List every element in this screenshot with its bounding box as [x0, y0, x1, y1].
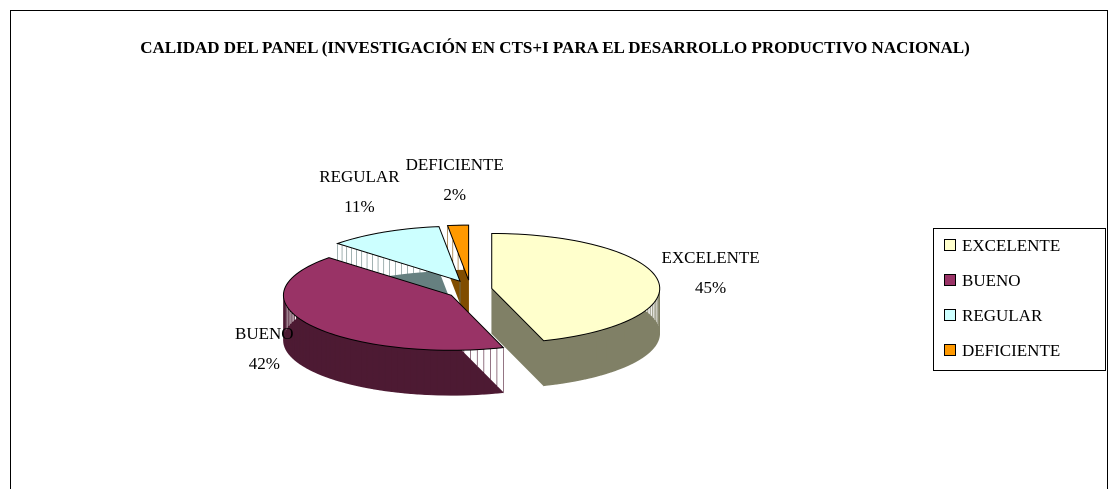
chart-title: CALIDAD DEL PANEL (INVESTIGACIÓN EN CTS+… [140, 38, 970, 57]
legend-box [933, 228, 1106, 371]
legend-swatch [944, 344, 956, 356]
data-label-value: 45% [695, 278, 726, 297]
slice-top [491, 232, 661, 342]
legend-label: EXCELENTE [962, 236, 1060, 255]
data-label-value: 2% [443, 185, 466, 204]
legend-label: REGULAR [962, 306, 1043, 325]
slice-top [335, 226, 461, 282]
legend-swatch [944, 239, 956, 251]
data-label-name: BUENO [235, 324, 294, 343]
data-label-name: DEFICIENTE [406, 155, 504, 174]
legend-swatch [944, 274, 956, 286]
pie-slice [282, 257, 505, 396]
pie-slice [491, 232, 661, 387]
slice-top [282, 257, 505, 351]
legend-label: DEFICIENTE [962, 341, 1060, 360]
legend-swatch [944, 309, 956, 321]
slice-top [446, 224, 470, 281]
legend-label: BUENO [962, 271, 1021, 290]
data-label-name: REGULAR [319, 167, 400, 186]
data-label-value: 42% [249, 354, 280, 373]
data-label-value: 11% [344, 197, 375, 216]
data-label-name: EXCELENTE [661, 248, 759, 267]
